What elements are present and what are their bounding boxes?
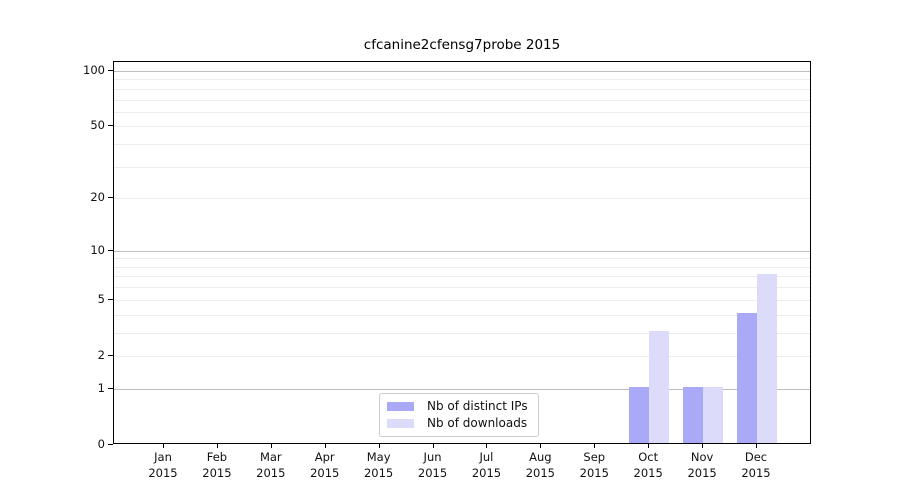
xtick-year: 2015: [148, 466, 178, 480]
xtick-label-nov: Nov 2015: [675, 449, 729, 481]
xtick-mark-sep: [594, 444, 596, 448]
bar-ips-dec: [736, 312, 757, 443]
ytick-mark-5: [108, 299, 113, 300]
gridline-minor-20: [114, 198, 810, 200]
gridline-minor-4: [114, 314, 810, 316]
gridline-minor-40: [114, 144, 810, 146]
gridline-minor-2: [114, 355, 810, 357]
ytick-label-5: 5: [97, 291, 105, 306]
ytick-label-50: 50: [90, 118, 105, 133]
ytick-mark-0: [108, 444, 113, 445]
xtick-year: 2015: [417, 466, 448, 480]
gridline-minor-6: [114, 287, 810, 289]
ytick-label-20: 20: [90, 190, 105, 205]
xtick-mark-nov: [702, 444, 704, 448]
distinct-ips-swatch: [387, 401, 414, 411]
gridline-100: [114, 70, 810, 72]
xtick-year: 2015: [525, 466, 555, 480]
gridline-minor-90: [114, 79, 810, 81]
ytick-label-0: 0: [97, 437, 105, 451]
bar-downloads-oct: [649, 330, 670, 443]
xtick-month: Jun: [423, 450, 442, 464]
gridline-minor-60: [114, 111, 810, 113]
xtick-year: 2015: [363, 466, 394, 480]
gridline-minor-9: [114, 258, 810, 260]
gridline-minor-5: [114, 299, 810, 301]
ytick-mark-1: [108, 388, 113, 389]
xtick-month: Mar: [259, 450, 282, 464]
xtick-mark-feb: [216, 444, 218, 448]
xtick-label-dec: Dec 2015: [729, 449, 783, 481]
xtick-label-aug: Aug 2015: [513, 449, 567, 481]
xtick-label-mar: Mar 2015: [244, 449, 298, 481]
legend: Nb of distinct IPs Nb of downloads: [379, 393, 539, 437]
bar-downloads-dec: [756, 274, 777, 443]
downloads-swatch: [387, 418, 414, 428]
legend-item-distinct-ips: Nb of distinct IPs: [387, 399, 528, 413]
xtick-month: Dec: [744, 450, 768, 464]
xtick-mark-jul: [486, 444, 488, 448]
plot-area: Nb of distinct IPs Nb of downloads: [113, 61, 811, 444]
xtick-mark-mar: [270, 444, 272, 448]
gridline-minor-80: [114, 88, 810, 90]
legend-label-downloads: Nb of downloads: [427, 416, 528, 430]
ytick-mark-10: [108, 250, 113, 251]
xtick-month: Jul: [479, 450, 494, 464]
gridline-minor-70: [114, 99, 810, 101]
xtick-label-jan: Jan 2015: [136, 449, 190, 481]
xtick-year: 2015: [741, 466, 771, 480]
ytick-label-10: 10: [90, 242, 105, 257]
xtick-month: Feb: [206, 450, 228, 464]
xtick-year: 2015: [579, 466, 609, 480]
xtick-mark-jun: [432, 444, 434, 448]
xtick-label-oct: Oct 2015: [621, 449, 675, 481]
xtick-mark-dec: [755, 444, 757, 448]
gridline-minor-7: [114, 276, 810, 278]
xtick-month: Apr: [314, 450, 335, 464]
xtick-label-apr: Apr 2015: [298, 449, 352, 481]
gridline-minor-50: [114, 126, 810, 128]
xtick-month: Jan: [154, 450, 172, 464]
xtick-label-may: May 2015: [352, 449, 406, 481]
xtick-year: 2015: [633, 466, 663, 480]
ytick-label-1: 1: [97, 380, 105, 395]
xtick-year: 2015: [310, 466, 340, 480]
xtick-label-feb: Feb 2015: [190, 449, 244, 481]
gridline-minor-3: [114, 332, 810, 334]
xtick-month: May: [366, 450, 391, 464]
ytick-label-2: 2: [97, 347, 105, 362]
xtick-month: Oct: [638, 450, 659, 464]
bar-downloads-nov: [703, 386, 724, 443]
ytick-label-100: 100: [83, 62, 105, 77]
bar-ips-nov: [683, 386, 704, 443]
xtick-month: Aug: [529, 450, 552, 464]
gridline-1: [114, 388, 810, 390]
xtick-mark-may: [378, 444, 380, 448]
legend-label-distinct-ips: Nb of distinct IPs: [427, 399, 528, 413]
ytick-mark-20: [108, 197, 113, 198]
xtick-mark-aug: [540, 444, 542, 448]
xtick-mark-oct: [648, 444, 650, 448]
gridline-minor-30: [114, 166, 810, 168]
ytick-mark-2: [108, 355, 113, 356]
xtick-mark-jan: [163, 444, 164, 448]
xtick-year: 2015: [471, 466, 502, 480]
xtick-label-sep: Sep 2015: [567, 449, 621, 481]
xtick-label-jul: Jul 2015: [459, 449, 513, 481]
xtick-year: 2015: [687, 466, 717, 480]
gridline-minor-8: [114, 266, 810, 268]
xtick-month: Sep: [583, 450, 606, 464]
ytick-mark-50: [108, 125, 113, 126]
ytick-mark-100: [108, 70, 113, 71]
xtick-year: 2015: [202, 466, 232, 480]
xtick-label-jun: Jun 2015: [406, 449, 460, 481]
xtick-mark-apr: [324, 444, 326, 448]
xtick-year: 2015: [256, 466, 286, 480]
chart-title: cfcanine2cfensg7probe 2015: [363, 37, 561, 53]
gridline-10: [114, 250, 810, 252]
legend-item-downloads: Nb of downloads: [387, 416, 528, 430]
xtick-month: Nov: [690, 450, 714, 464]
bar-ips-oct: [629, 386, 650, 443]
